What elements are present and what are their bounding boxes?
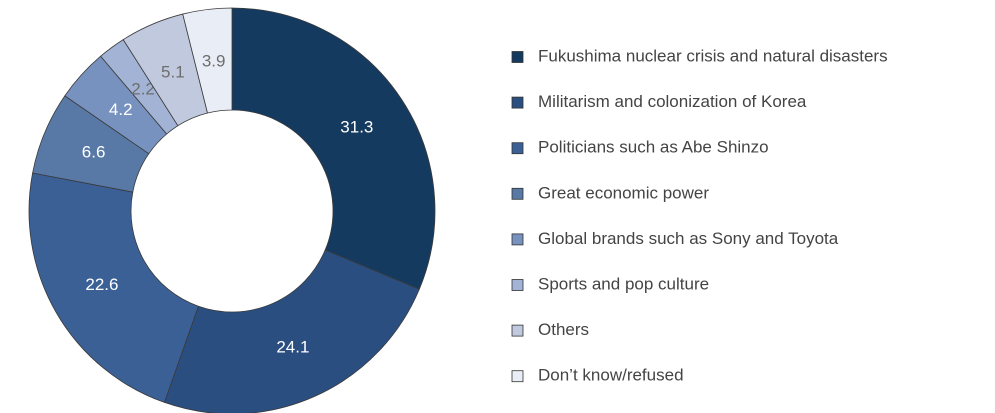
- legend-text: Militarism and colonization of Korea: [538, 92, 807, 111]
- legend-swatch: [511, 96, 524, 109]
- legend-swatch: [511, 233, 524, 246]
- slice-label: 31.3: [340, 117, 373, 136]
- legend-swatch: [511, 370, 524, 383]
- donut-slice: [231, 7, 436, 290]
- legend-text: Global brands such as Sony and Toyota: [538, 229, 839, 248]
- legend-text: Fukushima nuclear crisis and natural dis…: [538, 46, 888, 65]
- slice-label: 3.9: [202, 52, 226, 71]
- donut-slice: [182, 7, 233, 114]
- slice-label: 5.1: [161, 63, 185, 82]
- slice-label: 4.2: [109, 100, 133, 119]
- donut-slice: [28, 172, 199, 403]
- legend-swatch: [511, 142, 524, 155]
- legend-swatch: [511, 51, 524, 63]
- legend-text: Sports and pop culture: [538, 274, 709, 293]
- legend-text: Don’t know/refused: [538, 366, 684, 385]
- legend-text: Politicians such as Abe Shinzo: [538, 138, 769, 157]
- slice-label: 24.1: [276, 338, 309, 357]
- slice-label: 2.2: [131, 80, 155, 99]
- legend-text: Others: [538, 320, 589, 339]
- legend-swatch: [511, 279, 524, 291]
- slice-label: 6.6: [82, 143, 106, 162]
- legend-text: Great economic power: [538, 183, 709, 202]
- legend-swatch: [511, 187, 524, 200]
- legend-swatch: [511, 324, 524, 337]
- donut-slice: [163, 249, 420, 413]
- slice-label: 22.6: [85, 275, 118, 294]
